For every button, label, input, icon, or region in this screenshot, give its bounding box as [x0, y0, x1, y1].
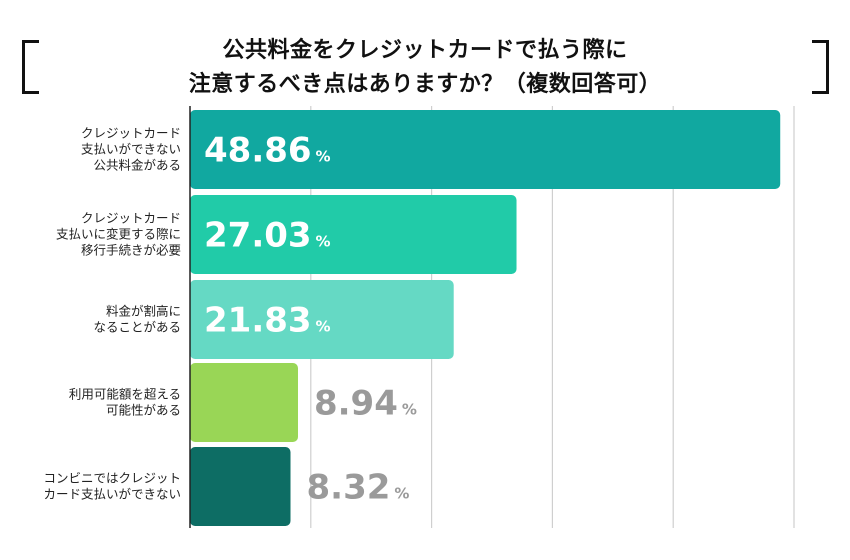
value-label-1: 48.86 — [204, 131, 312, 171]
category-label-5: コンビニではクレジット — [43, 471, 181, 486]
category-label-2: 移行手続きが必要 — [81, 243, 181, 258]
category-label-2: 支払いに変更する際に — [56, 227, 181, 242]
category-label-1: 支払いができない — [81, 142, 181, 157]
category-label-4: 利用可能額を超える — [69, 387, 181, 402]
chart-title: 公共料金をクレジットカードで払う際に 注意するべき点はありますか？（複数回答可） — [0, 34, 850, 102]
percent-label-2: % — [316, 233, 331, 251]
percent-label-1: % — [316, 148, 331, 166]
category-label-4: 可能性がある — [106, 403, 181, 418]
value-label-3: 21.83 — [204, 301, 312, 341]
chart-title-line-1: 公共料金をクレジットカードで払う際に — [222, 38, 628, 63]
percent-label-3: % — [316, 318, 331, 336]
category-label-5: カード支払いができない — [43, 487, 181, 502]
category-label-3: なることがある — [93, 320, 181, 335]
category-label-3: 料金が割高に — [106, 304, 181, 319]
bar-1 — [190, 110, 781, 189]
bar-2 — [190, 195, 517, 274]
right-bracket-decoration — [812, 40, 829, 94]
category-label-2: クレジットカード — [81, 211, 181, 226]
chart-title-line-2: 注意するべき点はありますか？（複数回答可） — [188, 72, 662, 97]
bar-3 — [190, 280, 454, 359]
percent-label-4: % — [402, 401, 417, 419]
value-label-5: 8.32 — [307, 468, 391, 508]
bar-4 — [190, 363, 298, 442]
bar-5 — [190, 447, 291, 526]
left-bracket-decoration — [22, 40, 39, 94]
value-label-2: 27.03 — [204, 216, 312, 256]
value-label-4: 8.94 — [314, 384, 398, 424]
category-label-1: 公共料金がある — [93, 158, 181, 173]
category-label-1: クレジットカード — [81, 126, 181, 141]
percent-label-5: % — [394, 485, 409, 503]
